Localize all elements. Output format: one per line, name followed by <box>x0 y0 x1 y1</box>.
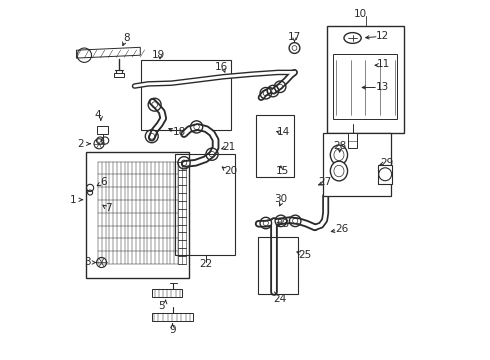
Ellipse shape <box>334 165 344 177</box>
Text: 8: 8 <box>123 33 130 43</box>
Text: 20: 20 <box>224 166 237 176</box>
Bar <box>152 313 193 320</box>
Text: 2: 2 <box>77 139 84 149</box>
Ellipse shape <box>344 33 361 43</box>
Text: 5: 5 <box>158 301 165 311</box>
Text: 23: 23 <box>276 219 289 229</box>
Ellipse shape <box>334 149 344 161</box>
Text: 12: 12 <box>375 31 389 41</box>
Text: 7: 7 <box>105 203 111 213</box>
Text: 22: 22 <box>199 259 212 269</box>
Text: 24: 24 <box>273 294 287 304</box>
Text: 27: 27 <box>318 177 332 187</box>
Bar <box>378 165 392 184</box>
Text: 10: 10 <box>354 9 367 19</box>
Bar <box>114 73 124 77</box>
Text: 1: 1 <box>70 195 77 205</box>
Text: 18: 18 <box>173 127 186 136</box>
Text: 11: 11 <box>377 59 390 69</box>
Text: 16: 16 <box>215 62 228 72</box>
Ellipse shape <box>330 145 347 165</box>
Bar <box>175 154 235 255</box>
Bar <box>258 237 298 294</box>
Bar <box>97 126 108 134</box>
Bar <box>141 60 231 130</box>
Bar <box>323 134 392 196</box>
Text: 14: 14 <box>277 127 291 136</box>
Text: 25: 25 <box>298 249 311 260</box>
Polygon shape <box>76 47 140 58</box>
Text: 17: 17 <box>288 32 301 41</box>
Bar <box>333 54 397 119</box>
Text: 21: 21 <box>222 141 236 152</box>
Text: 9: 9 <box>169 325 176 335</box>
Text: 19: 19 <box>151 50 165 60</box>
Text: 28: 28 <box>333 141 346 151</box>
Bar <box>327 26 404 134</box>
Bar <box>152 289 182 297</box>
Text: 29: 29 <box>380 158 393 168</box>
Text: 13: 13 <box>375 82 389 92</box>
Text: 26: 26 <box>335 225 348 234</box>
Text: 4: 4 <box>95 110 101 120</box>
Text: 3: 3 <box>84 257 91 267</box>
Ellipse shape <box>330 161 347 181</box>
Bar <box>87 152 189 278</box>
Bar <box>256 116 294 177</box>
Text: 15: 15 <box>276 166 289 176</box>
Circle shape <box>379 168 392 181</box>
Text: 6: 6 <box>100 177 107 187</box>
Text: 30: 30 <box>274 194 288 204</box>
Bar <box>348 134 357 148</box>
